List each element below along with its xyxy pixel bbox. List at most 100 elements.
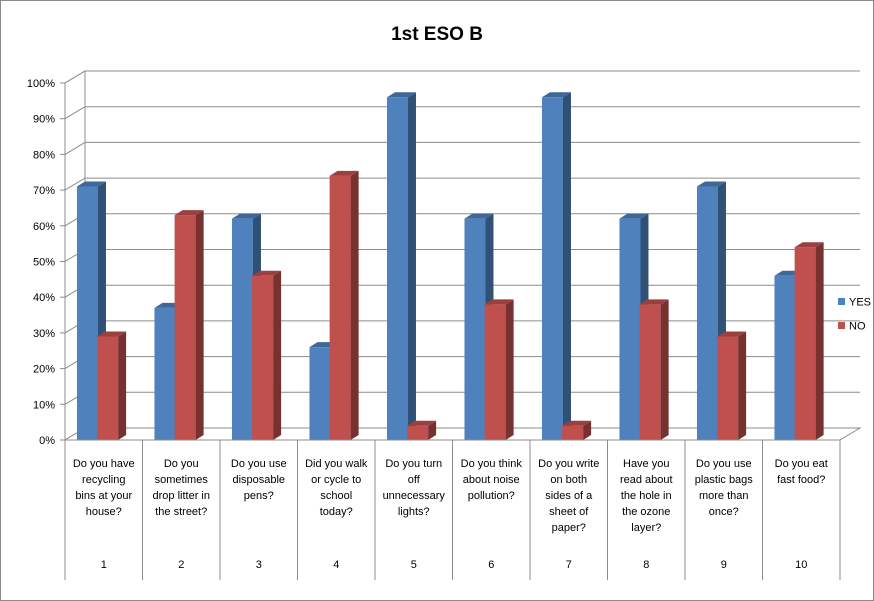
category-question-line: once? <box>709 506 739 518</box>
bar-top-no <box>97 331 127 337</box>
bar-top-yes <box>541 92 571 98</box>
bar-yes <box>309 347 331 440</box>
y-tick-label: 0% <box>39 435 55 447</box>
y-tick-label: 40% <box>33 292 55 304</box>
bar-top-no <box>484 299 514 305</box>
category-question-line: read about <box>620 474 673 486</box>
legend-label-yes: YES <box>849 297 871 309</box>
category-question-line: lights? <box>398 506 430 518</box>
category-label: 6 <box>488 559 494 571</box>
bar-side-no <box>195 210 204 440</box>
category-question-line: unnecessary <box>383 490 446 502</box>
category-question-line: today? <box>320 506 353 518</box>
gridline-side <box>64 177 86 191</box>
category-question-line: Do you write <box>538 458 599 470</box>
y-tick-label: 10% <box>33 399 55 411</box>
bar-top-yes <box>464 213 494 219</box>
bar-no <box>329 175 351 440</box>
bar-top-no <box>639 299 669 305</box>
bar-yes <box>619 218 641 440</box>
category-question-line: layer? <box>631 522 661 534</box>
bar-top-yes <box>76 181 106 187</box>
bar-no <box>174 215 196 440</box>
y-tick-label: 80% <box>33 149 55 161</box>
category-question-line: sides of a <box>545 490 593 502</box>
category-question-line: Do you use <box>231 458 287 470</box>
category-question-line: bins at your <box>75 490 132 502</box>
bar-side-no <box>350 170 359 440</box>
category-question-line: about noise <box>463 474 520 486</box>
category-question-line: Do you use <box>696 458 752 470</box>
bar-no <box>252 275 274 440</box>
legend-swatch-yes <box>838 298 845 305</box>
y-tick-label: 60% <box>33 221 55 233</box>
category-question-line: Do you think <box>461 458 523 470</box>
category-question-line: the hole in <box>621 490 672 502</box>
category-question-line: plastic bags <box>695 474 754 486</box>
bar-yes <box>464 218 486 440</box>
y-tick-label: 50% <box>33 257 55 269</box>
category-question-line: sheet of <box>549 506 589 518</box>
category-label: 3 <box>256 559 262 571</box>
bar-side-yes <box>562 92 571 440</box>
bar-top-yes <box>231 213 261 219</box>
bar-side-no <box>273 270 282 440</box>
category-label: 7 <box>566 559 572 571</box>
category-label: 9 <box>721 559 727 571</box>
category-question-line: Did you walk <box>305 458 368 470</box>
bar-yes <box>541 97 563 440</box>
category-question-line: school <box>320 490 352 502</box>
category-question-line: pens? <box>244 490 274 502</box>
category-question-line: off <box>408 474 421 486</box>
y-tick-label: 20% <box>33 364 55 376</box>
category-question-line: more than <box>699 490 749 502</box>
bar-side-no <box>815 242 824 440</box>
category-question-line: house? <box>86 506 122 518</box>
bar-top-no <box>794 242 824 248</box>
category-question-line: recycling <box>82 474 125 486</box>
bar-no <box>97 336 119 440</box>
category-question-line: Do you turn <box>385 458 442 470</box>
bar-top-no <box>252 270 282 276</box>
category-label: 8 <box>643 559 649 571</box>
bar-top-yes <box>696 181 726 187</box>
bar-side-no <box>428 420 437 440</box>
bar-yes <box>231 218 253 440</box>
bar-top-yes <box>619 213 649 219</box>
legend-swatch-no <box>838 322 845 329</box>
bar-top-no <box>717 331 747 337</box>
category-question-line: drop litter in <box>153 490 210 502</box>
category-question-line: Do you eat <box>775 458 828 470</box>
category-question-line: or cycle to <box>311 474 361 486</box>
category-question-line: Have you <box>623 458 669 470</box>
bar-side-no <box>118 331 127 440</box>
category-question-line: pollution? <box>468 490 515 502</box>
category-label: 5 <box>411 559 417 571</box>
category-label: 10 <box>795 559 807 571</box>
bar-side-no <box>505 299 514 440</box>
gridline-side <box>64 141 86 155</box>
category-question-line: the street? <box>155 506 207 518</box>
bar-side-no <box>660 299 669 440</box>
bar-yes <box>76 186 98 440</box>
chart-title: 1st ESO B <box>391 24 483 45</box>
category-question-line: sometimes <box>155 474 209 486</box>
category-question-line: paper? <box>552 522 586 534</box>
bar-yes <box>154 307 176 440</box>
bar-top-no <box>562 420 592 426</box>
legend-label-no: NO <box>849 321 866 333</box>
category-question-line: fast food? <box>777 474 825 486</box>
y-tick-label: 90% <box>33 114 55 126</box>
bar-top-yes <box>386 92 416 98</box>
bar-no <box>407 425 429 440</box>
y-tick-label: 100% <box>27 78 55 90</box>
bar-side-yes <box>407 92 416 440</box>
bar-yes <box>386 97 408 440</box>
bar-yes <box>696 186 718 440</box>
bar-top-no <box>174 210 204 216</box>
bar-no <box>484 304 506 440</box>
y-tick-label: 70% <box>33 185 55 197</box>
category-question-line: the ozone <box>622 506 670 518</box>
